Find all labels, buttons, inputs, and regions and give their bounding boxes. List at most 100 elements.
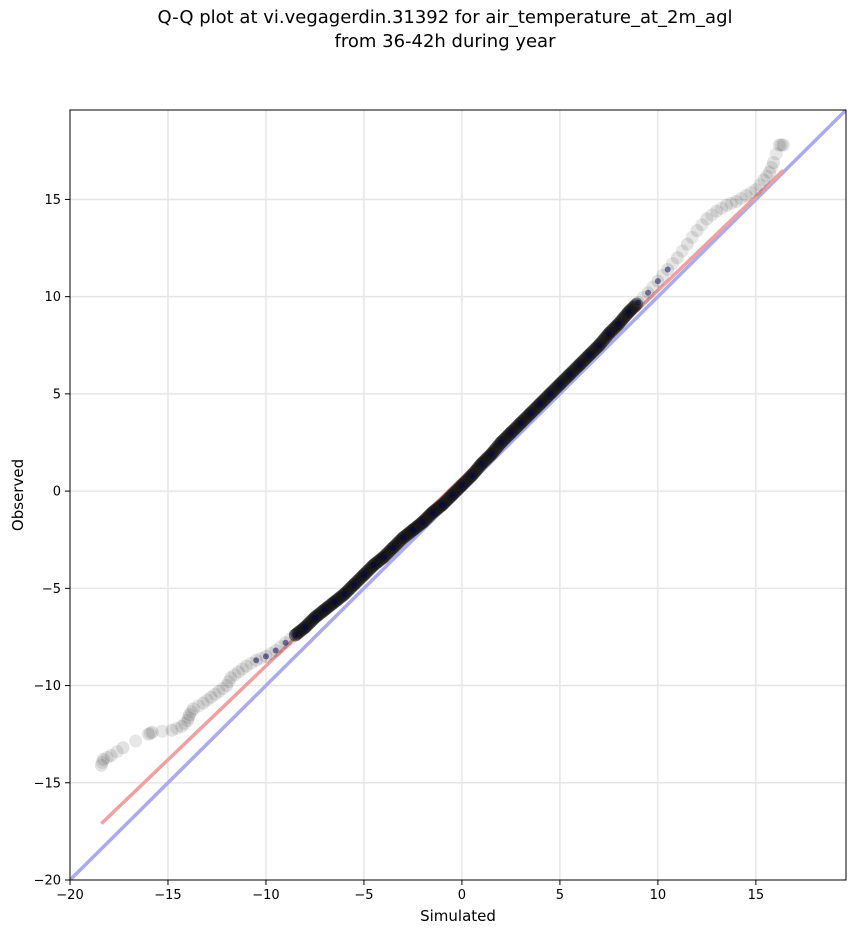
qq-point (710, 204, 724, 218)
qq-point (774, 138, 788, 152)
qq-point-core (488, 451, 495, 458)
qq-point-core (625, 309, 632, 316)
qq-point-core (351, 581, 358, 588)
qq-point-core (654, 278, 661, 285)
x-tick-label: −15 (154, 888, 181, 903)
x-tick-label: −10 (252, 888, 279, 903)
qq-point-core (439, 501, 446, 508)
qq-point-core (537, 400, 544, 407)
qq-point (685, 230, 699, 244)
qq-point (129, 734, 143, 748)
qq-point-core (566, 371, 573, 378)
qq-point-core (360, 571, 367, 578)
qq-point (182, 711, 196, 725)
qq-point-core (498, 439, 505, 446)
qq-point (749, 183, 763, 197)
qq-point (705, 208, 719, 222)
qq-point (94, 758, 108, 772)
y-tick-label: −15 (34, 776, 61, 791)
y-tick-label: −20 (34, 874, 61, 889)
qq-point-core (605, 330, 612, 337)
qq-point (184, 705, 198, 719)
qq-point (104, 749, 118, 763)
qq-point-core (253, 657, 260, 664)
qq-point (200, 693, 214, 707)
qq-point-core (400, 534, 407, 541)
chart-title: Q-Q plot at vi.vegagerdin.31392 for air_… (0, 6, 854, 54)
qq-point (646, 280, 660, 294)
x-tick-label: −5 (354, 888, 373, 903)
qq-point (208, 687, 222, 701)
y-axis: −20 −15 −10 −5 0 5 10 15 (34, 193, 70, 889)
qq-point (175, 719, 189, 733)
qq-point-core (429, 509, 436, 516)
qq-point (690, 224, 704, 238)
qq-point-core (458, 482, 465, 489)
x-tick-label: 0 (458, 888, 466, 903)
qq-point (680, 237, 694, 251)
qq-point-core (311, 614, 318, 621)
qq-point (183, 708, 197, 722)
qq-point (204, 690, 218, 704)
qq-point (724, 196, 738, 210)
y-tick-label: 5 (53, 387, 61, 402)
y-tick-label: −10 (34, 679, 61, 694)
x-tick-label: −20 (56, 888, 83, 903)
qq-point (181, 714, 195, 728)
qq-point (96, 752, 110, 766)
qq-point-core (635, 299, 642, 306)
qq-point (734, 191, 748, 205)
qq-point (729, 194, 743, 208)
qq-point (222, 675, 236, 689)
qq-point-core (272, 647, 279, 654)
x-tick-label: 10 (650, 888, 667, 903)
qq-point (700, 212, 714, 226)
qq-point (715, 201, 729, 215)
qq-point (143, 726, 157, 740)
qq-point-core (262, 653, 269, 660)
x-tick-label: 5 (556, 888, 564, 903)
qq-point (216, 681, 230, 695)
qq-point (235, 662, 249, 676)
qq-point-core (615, 320, 622, 327)
qq-point (656, 268, 670, 282)
y-axis-label: Observed (9, 459, 27, 531)
qq-point (666, 257, 680, 271)
qq-point (763, 165, 777, 179)
qq-point-core (507, 429, 514, 436)
qq-point (670, 251, 684, 265)
chart-title-line-2: from 36-42h during year (334, 31, 556, 52)
qq-point-core (390, 544, 397, 551)
qq-point (719, 198, 733, 212)
qq-point (212, 684, 226, 698)
plot-frame (69, 109, 847, 881)
qq-point (141, 727, 155, 741)
x-axis: −20 −15 −10 −5 0 5 10 15 (56, 880, 764, 903)
qq-point-core (292, 632, 299, 638)
qq-point-core (341, 591, 348, 598)
qq-point (186, 702, 200, 716)
qq-point-core (547, 390, 554, 397)
qq-point (170, 721, 184, 735)
quantile-points (94, 138, 790, 772)
qq-point-core (645, 289, 652, 296)
qq-point (191, 699, 205, 713)
grid-lines (70, 110, 846, 880)
qq-point-core (370, 562, 377, 568)
qq-point-core (556, 381, 563, 388)
qq-point (196, 696, 210, 710)
qq-point-core (478, 460, 485, 467)
qq-point-core (380, 554, 387, 561)
qq-point-core (282, 639, 289, 646)
qq-point (766, 156, 780, 169)
qq-point (116, 741, 130, 755)
qq-point (695, 218, 709, 232)
qq-point (776, 138, 790, 152)
qq-point (145, 725, 159, 739)
qq-point (772, 138, 786, 152)
qq-point (232, 665, 246, 679)
qq-point (95, 755, 109, 769)
qq-point (165, 723, 179, 737)
qq-point (100, 751, 114, 764)
